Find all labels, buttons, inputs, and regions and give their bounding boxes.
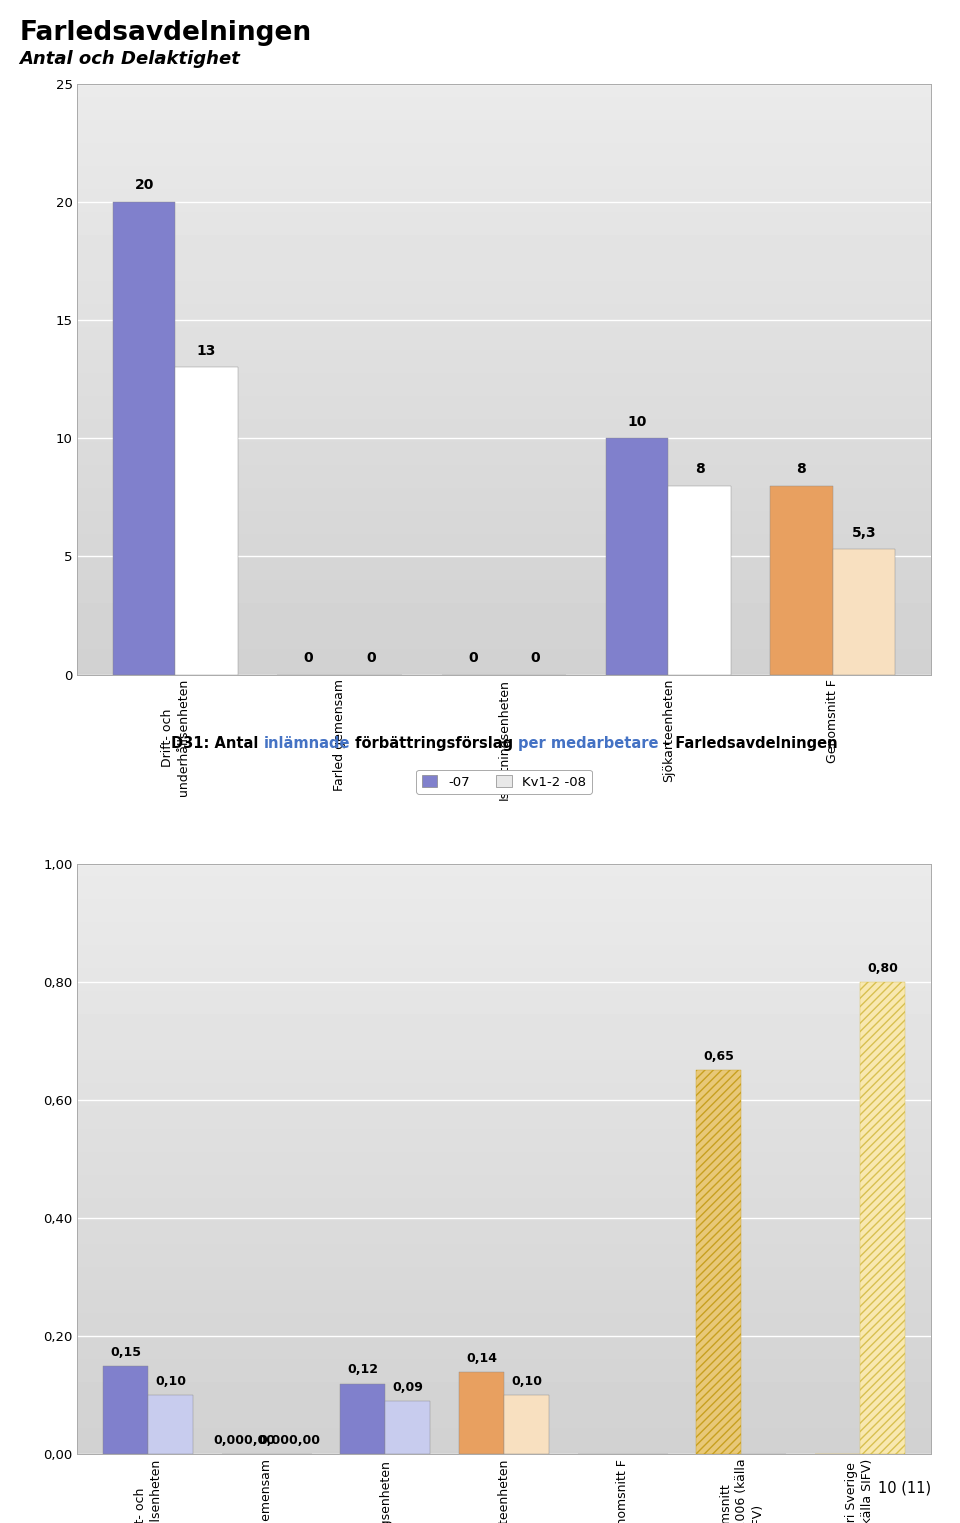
Bar	[770, 486, 832, 675]
Text: 8: 8	[695, 461, 705, 477]
Text: förbättringsförslag: förbättringsförslag	[349, 737, 518, 751]
Bar	[504, 1395, 549, 1454]
Text: 0,000,00: 0,000,00	[258, 1435, 321, 1447]
Text: 0,65: 0,65	[704, 1051, 734, 1063]
Text: 0: 0	[531, 652, 540, 666]
Text: 10 (11): 10 (11)	[878, 1480, 931, 1496]
Text: 0: 0	[303, 652, 313, 666]
Text: 13: 13	[197, 344, 216, 358]
Text: 0,80: 0,80	[867, 961, 898, 975]
Text: 10: 10	[628, 414, 647, 429]
Text: 8: 8	[797, 461, 806, 477]
Legend: -07, Kv1-2 -08: -07, Kv1-2 -08	[417, 769, 591, 793]
Bar	[696, 1071, 741, 1454]
Text: 0: 0	[366, 652, 375, 666]
Bar	[340, 1383, 385, 1454]
Text: inlämnade: inlämnade	[263, 737, 349, 751]
Text: Antal och Delaktighet: Antal och Delaktighet	[19, 50, 240, 69]
Bar	[860, 982, 905, 1454]
Text: 20: 20	[134, 178, 154, 192]
Text: D31: Antal: D31: Antal	[171, 737, 263, 751]
Bar	[103, 1366, 148, 1454]
Text: 0,12: 0,12	[348, 1363, 378, 1377]
Bar	[606, 439, 668, 675]
Bar	[176, 367, 238, 675]
Text: 0,000,00: 0,000,00	[213, 1435, 276, 1447]
Text: 0,10: 0,10	[156, 1375, 186, 1389]
Bar	[668, 486, 731, 675]
Bar	[832, 550, 895, 675]
Text: 5,3: 5,3	[852, 525, 876, 539]
Text: 0,10: 0,10	[511, 1375, 542, 1389]
Text: 0,14: 0,14	[466, 1351, 497, 1365]
Bar	[113, 203, 176, 675]
Text: 0,09: 0,09	[393, 1381, 423, 1394]
Text: per medarbetare: per medarbetare	[518, 737, 659, 751]
Text: 0: 0	[468, 652, 477, 666]
Bar	[459, 1372, 504, 1454]
Text: - Farledsavdelningen: - Farledsavdelningen	[659, 737, 837, 751]
Text: 0,15: 0,15	[110, 1346, 141, 1359]
Bar	[385, 1401, 430, 1454]
Text: Farledsavdelningen: Farledsavdelningen	[19, 20, 311, 46]
Bar	[148, 1395, 193, 1454]
